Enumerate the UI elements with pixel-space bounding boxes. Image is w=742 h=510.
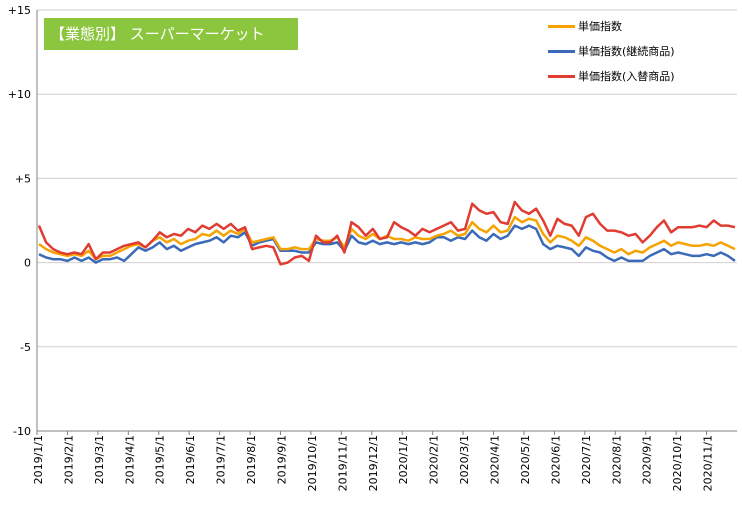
x-tick-label: 2020/2/1 xyxy=(428,435,441,484)
x-tick-label: 2020/11/1 xyxy=(702,435,715,491)
y-tick-label: 0 xyxy=(24,257,31,270)
x-tick-label: 2019/9/1 xyxy=(275,435,288,484)
legend-swatch-unit-price xyxy=(548,25,575,28)
x-tick-label: 2019/4/1 xyxy=(123,435,136,484)
y-tick-label: -5 xyxy=(20,341,31,354)
x-tick-label: 2020/9/1 xyxy=(641,435,654,484)
x-tick-label: 2019/3/1 xyxy=(93,435,106,484)
x-tick-label: 2019/5/1 xyxy=(154,435,167,484)
chart-title-box xyxy=(44,18,298,50)
y-axis-tick-labels: +15 +10 +5 0 -5 -10 xyxy=(8,4,31,438)
x-tick-label: 2019/2/1 xyxy=(62,435,75,484)
x-tick-label: 2019/11/1 xyxy=(336,435,349,491)
x-tick-label: 2020/1/1 xyxy=(397,435,410,484)
y-tick-label: +5 xyxy=(15,172,31,185)
x-tick-label: 2020/3/1 xyxy=(458,435,471,484)
legend-label-continuing: 単価指数(継続商品) xyxy=(578,45,675,58)
x-tick-label: 2020/5/1 xyxy=(519,435,532,484)
x-tick-label: 2020/4/1 xyxy=(489,435,502,484)
y-tick-label: +15 xyxy=(8,4,31,17)
series-lines xyxy=(37,200,736,266)
legend-label-unit-price: 単価指数 xyxy=(578,20,622,33)
legend-swatch-continuing xyxy=(548,50,575,53)
legend-label-replacement: 単価指数(入替商品) xyxy=(578,70,675,83)
x-tick-label: 2019/7/1 xyxy=(215,435,228,484)
y-tick-label: -10 xyxy=(13,425,31,438)
x-tick-label: 2019/10/1 xyxy=(306,435,319,491)
x-tick-label: 2019/1/1 xyxy=(32,435,45,484)
series-line-1 xyxy=(38,224,736,264)
x-tick-label: 2020/6/1 xyxy=(549,435,562,484)
series-line-2 xyxy=(37,200,736,266)
x-tick-label: 2020/8/1 xyxy=(610,435,623,484)
x-tick-label: 2020/7/1 xyxy=(580,435,593,484)
legend-swatch-replacement xyxy=(548,75,575,78)
x-tick-label: 2019/8/1 xyxy=(245,435,258,484)
chart-title: 【業態別】 スーパーマーケット xyxy=(50,25,265,43)
x-tick-label: 2019/6/1 xyxy=(184,435,197,484)
x-axis-tick-labels: 2019/1/1 2019/2/1 2019/3/1 2019/4/1 2019/5/1… xyxy=(32,431,715,491)
y-tick-label: +10 xyxy=(8,88,31,101)
gridlines xyxy=(36,9,737,432)
x-tick-label: 2019/12/1 xyxy=(367,435,380,491)
x-tick-label: 2020/10/1 xyxy=(671,435,684,491)
